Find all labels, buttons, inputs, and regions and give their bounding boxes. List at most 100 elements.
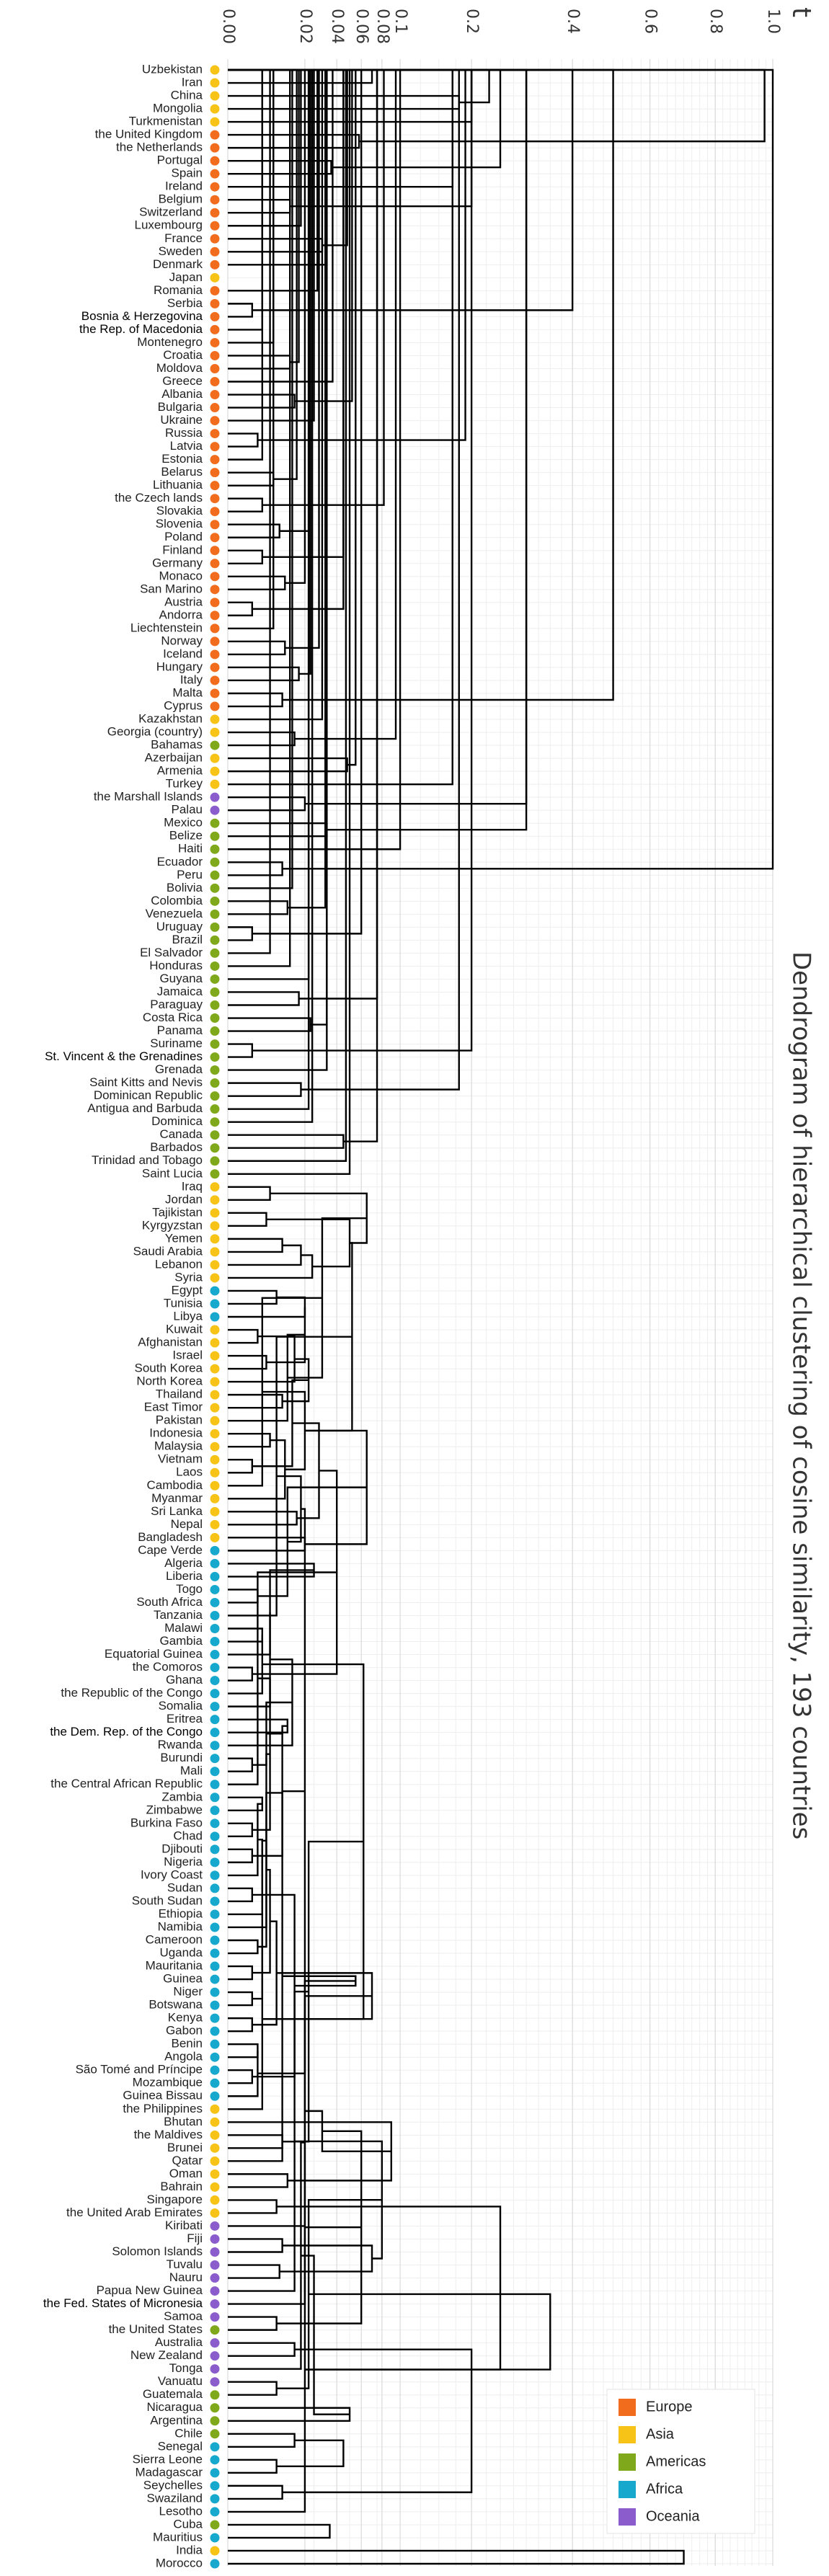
leaf-region-dot <box>210 1663 220 1673</box>
leaf-label: Uruguay <box>156 920 203 933</box>
leaf-region-dot <box>210 1987 220 1997</box>
leaf-label: Moldova <box>156 361 203 375</box>
dendrogram-link <box>228 1887 254 1903</box>
leaf-region-dot <box>210 2182 220 2192</box>
leaf-label: Sierra Leone <box>133 2452 203 2466</box>
leaf-region-dot <box>210 1806 220 1816</box>
dendrogram-link <box>252 1379 309 1467</box>
leaf-region-dot <box>210 169 220 179</box>
leaf-label: Luxembourg <box>134 218 203 232</box>
leaf-label: Samoa <box>164 2309 203 2323</box>
leaf-region-dot <box>210 546 220 556</box>
leaf-label: the United Arab Emirates <box>66 2206 203 2219</box>
leaf-label: Gambia <box>159 1634 203 1648</box>
leaf-region-dot <box>210 1741 220 1751</box>
leaf-label: Chad <box>173 1829 203 1842</box>
leaf-region-dot <box>210 961 220 971</box>
leaf-region-dot <box>210 403 220 413</box>
leaf-label: Australia <box>155 2335 203 2349</box>
leaf-region-dot <box>210 2351 220 2361</box>
leaf-region-dot <box>210 1117 220 1127</box>
leaf-label: Bosnia & Herzegovina <box>81 309 203 323</box>
leaf-region-dot <box>210 1545 220 1555</box>
leaf-region-dot <box>210 2273 220 2283</box>
leaf-region-dot <box>210 2481 220 2491</box>
leaf-region-dot <box>210 1195 220 1205</box>
dendrogram-link <box>228 1244 302 1266</box>
leaf-label: Norway <box>161 634 203 647</box>
leaf-label: Somalia <box>159 1699 203 1713</box>
leaf-region-dot <box>210 1896 220 1906</box>
leaf-region-dot <box>210 1299 220 1309</box>
leaf-region-dot <box>210 2039 220 2049</box>
leaf-label: Iraq <box>182 1179 203 1193</box>
leaf-region-dot <box>210 104 220 114</box>
dendrogram-link <box>228 1254 314 1279</box>
leaf-label: Albania <box>161 387 203 401</box>
leaf-label: Thailand <box>156 1387 203 1401</box>
leaf-region-dot <box>210 1052 220 1062</box>
leaf-label: Namibia <box>158 1919 203 1933</box>
x-tick-label: 0.06 <box>353 9 371 44</box>
leaf-region-dot <box>210 1702 220 1712</box>
leaf-label: Andorra <box>159 608 203 621</box>
dendrogram-link <box>257 1508 306 2074</box>
leaf-region-dot <box>210 2403 220 2413</box>
leaf-region-dot <box>210 1637 220 1647</box>
leaf-label: Portugal <box>157 154 203 167</box>
leaf-label: Benin <box>172 2037 203 2051</box>
leaf-label: Malaysia <box>154 1439 203 1453</box>
leaf-region-dot <box>210 324 220 334</box>
leaf-region-dot <box>210 2559 220 2569</box>
leaf-label: Bangladesh <box>138 1530 203 1544</box>
leaf-label: the Dem. Rep. of the Congo <box>50 1725 203 1738</box>
legend-label: Americas <box>646 2453 706 2469</box>
x-tick-label: 1.0 <box>764 9 782 34</box>
leaf-label: Ivory Coast <box>141 1867 203 1881</box>
leaf-region-dot <box>210 1104 220 1114</box>
leaf-region-dot <box>210 1610 220 1620</box>
leaf-region-dot <box>210 481 220 491</box>
leaf-label: Libya <box>173 1309 203 1323</box>
leaf-label: Lithuania <box>153 478 203 492</box>
legend-swatch <box>619 2508 636 2526</box>
leaf-region-dot <box>210 844 220 854</box>
leaf-label: St. Vincent & the Grenadines <box>45 1049 203 1063</box>
leaf-label: South Korea <box>134 1362 203 1375</box>
leaf-label: Fiji <box>187 2231 203 2245</box>
leaf-region-dot <box>210 143 220 153</box>
dendrogram-link <box>228 1043 254 1058</box>
leaf-region-dot <box>210 2000 220 2010</box>
leaf-label: the Netherlands <box>116 141 203 154</box>
leaf-region-dot <box>210 311 220 321</box>
leaf-label: Liechtenstein <box>130 621 203 634</box>
leaf-region-dot <box>210 572 220 582</box>
leaf-label: Austria <box>164 595 203 608</box>
leaf-region-dot <box>210 675 220 685</box>
leaf-region-dot <box>210 1844 220 1855</box>
leaf-label: the Czech lands <box>115 491 203 505</box>
leaf-region-dot <box>210 1312 220 1322</box>
leaf-label: Switzerland <box>139 205 203 219</box>
dendrogram-link <box>228 991 300 1006</box>
dendrogram-link <box>228 2549 685 2565</box>
leaf-region-dot <box>210 2117 220 2127</box>
leaf-label: Algeria <box>164 1556 203 1570</box>
leaf-region-dot <box>210 2013 220 2023</box>
leaf-region-dot <box>210 1351 220 1361</box>
leaf-label: Estonia <box>161 452 203 466</box>
leaf-label: São Tomé and Príncipe <box>76 2063 203 2077</box>
dendrogram-link <box>252 1701 293 1766</box>
leaf-region-dot <box>210 2221 220 2231</box>
leaf-region-dot <box>210 2260 220 2270</box>
leaf-region-dot <box>210 442 220 452</box>
leaf-region-dot <box>210 1143 220 1153</box>
leaf-region-dot <box>210 1286 220 1296</box>
leaf-region-dot <box>210 2546 220 2556</box>
leaf-region-dot <box>210 1390 220 1400</box>
leaf-label: Sudan <box>167 1880 203 1894</box>
leaf-region-dot <box>210 935 220 945</box>
leaf-region-dot <box>210 1715 220 1725</box>
leaf-label: Haiti <box>178 842 203 856</box>
